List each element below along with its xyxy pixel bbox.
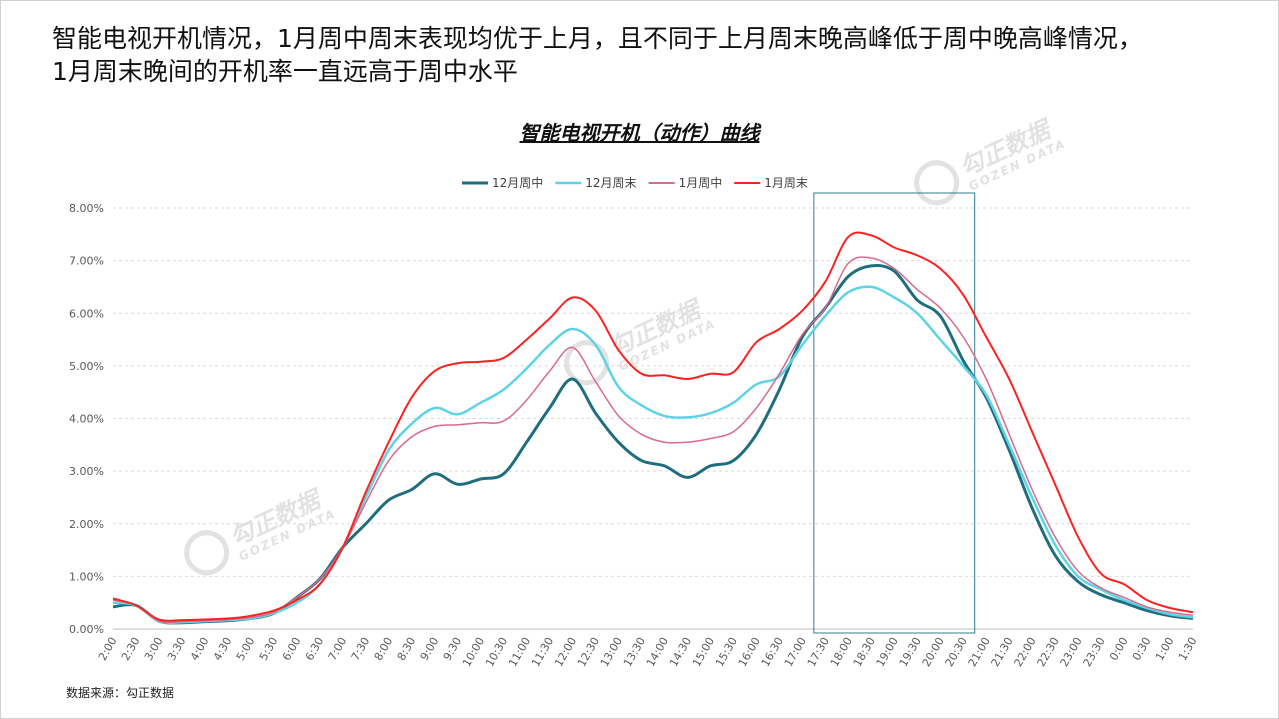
x-tick-label: 12:30: [575, 635, 602, 669]
x-tick-label: 4:00: [188, 635, 212, 663]
x-tick-label: 10:30: [483, 635, 510, 669]
x-tick-label: 14:30: [667, 635, 694, 669]
y-tick-label: 3.00%: [69, 465, 104, 478]
legend-label: 12月周末: [585, 176, 636, 190]
headline: 智能电视开机情况，1月周中周末表现均优于上月，且不同于上月周末晚高峰低于周中晚高…: [52, 22, 1252, 88]
x-tick-label: 5:00: [234, 635, 258, 663]
x-tick-label: 8:00: [372, 635, 396, 663]
x-tick-label: 1:30: [1176, 635, 1200, 663]
headline-line-2: 1月周末晚间的开机率一直远高于周中水平: [52, 57, 518, 86]
headline-line-1: 智能电视开机情况，1月周中周末表现均优于上月，且不同于上月周末晚高峰低于周中晚高…: [52, 24, 1143, 53]
x-tick-label: 23:30: [1081, 635, 1108, 669]
x-tick-label: 3:00: [142, 635, 166, 663]
legend-label: 1月周末: [764, 176, 808, 190]
x-tick-label: 18:30: [851, 635, 878, 669]
grid-lines: [113, 207, 1193, 630]
x-tick-label: 2:00: [96, 635, 120, 663]
series-lines: [112, 231, 1194, 625]
watermark-logo-icon: [914, 160, 960, 206]
y-tick-label: 1.00%: [69, 570, 104, 583]
watermark-logo-icon: [184, 530, 230, 576]
x-tick-label: 20:30: [943, 635, 970, 669]
x-tick-label: 18:00: [828, 635, 855, 669]
x-tick-label: 7:00: [326, 635, 350, 663]
x-tick-label: 4:30: [211, 635, 235, 663]
x-tick-label: 6:30: [303, 635, 327, 663]
y-tick-label: 6.00%: [69, 307, 104, 320]
x-tick-label: 3:30: [165, 635, 189, 663]
legend: 12月周中 12月周末 1月周中 1月周末: [462, 175, 808, 190]
series-line: [112, 285, 1194, 624]
x-tick-label: 0:00: [1107, 635, 1131, 663]
y-tick-label: 5.00%: [69, 360, 104, 373]
x-tick-label: 11:30: [529, 635, 556, 669]
x-tick-label: 19:30: [897, 635, 924, 669]
x-tick-label: 7:30: [349, 635, 373, 663]
x-tick-label: 19:00: [874, 635, 901, 669]
x-tick-label: 16:30: [759, 635, 786, 669]
y-tick-label: 4.00%: [69, 413, 104, 426]
x-tick-label: 2:30: [119, 635, 143, 663]
x-tick-label: 13:30: [621, 635, 648, 669]
y-tick-label: 2.00%: [69, 518, 104, 531]
highlight-box: [813, 192, 976, 634]
series-line: [112, 231, 1194, 622]
x-tick-label: 1:00: [1153, 635, 1177, 663]
legend-label: 1月周中: [679, 175, 723, 190]
x-tick-label: 22:00: [1012, 635, 1039, 669]
series-line: [112, 256, 1194, 624]
x-tick-label: 23:00: [1058, 635, 1085, 669]
x-tick-label: 9:00: [418, 635, 442, 663]
x-tick-label: 12:00: [552, 635, 579, 669]
x-tick-label: 21:30: [989, 635, 1016, 669]
x-tick-label: 20:00: [920, 635, 947, 669]
x-tick-label: 9:30: [441, 635, 465, 663]
x-tick-label: 5:30: [257, 635, 281, 663]
x-tick-label: 13:00: [598, 635, 625, 669]
x-tick-label: 17:30: [805, 635, 832, 669]
x-tick-label: 22:30: [1035, 635, 1062, 669]
y-tick-label: 8.00%: [69, 202, 104, 215]
x-tick-label: 17:00: [782, 635, 809, 669]
y-tick-label: 7.00%: [69, 255, 104, 268]
x-tick-label: 11:00: [506, 635, 533, 669]
y-axis-ticks: 0.00% 1.00% 2.00% 3.00% 4.00% 5.00% 6.00% 7.00%…: [69, 202, 104, 636]
x-tick-label: 6:00: [280, 635, 304, 663]
x-axis-ticks: 2:00 2:30 3:00 3:30 4:00 4:30 5:00 5:30 6:00 6:30…: [96, 635, 1200, 669]
source-note: 数据来源：勾正数据: [66, 686, 175, 700]
y-tick-label: 0.00%: [69, 623, 104, 636]
x-tick-label: 15:00: [690, 635, 717, 669]
x-tick-label: 8:30: [395, 635, 419, 663]
x-tick-label: 15:30: [713, 635, 740, 669]
x-tick-label: 21:00: [966, 635, 993, 669]
legend-label: 12月周中: [492, 175, 543, 190]
x-tick-label: 14:00: [644, 635, 671, 669]
chart-title: 智能电视开机（动作）曲线: [519, 121, 760, 145]
x-tick-label: 10:00: [460, 635, 487, 669]
x-tick-label: 16:00: [736, 635, 763, 669]
x-tick-label: 0:30: [1130, 635, 1154, 663]
